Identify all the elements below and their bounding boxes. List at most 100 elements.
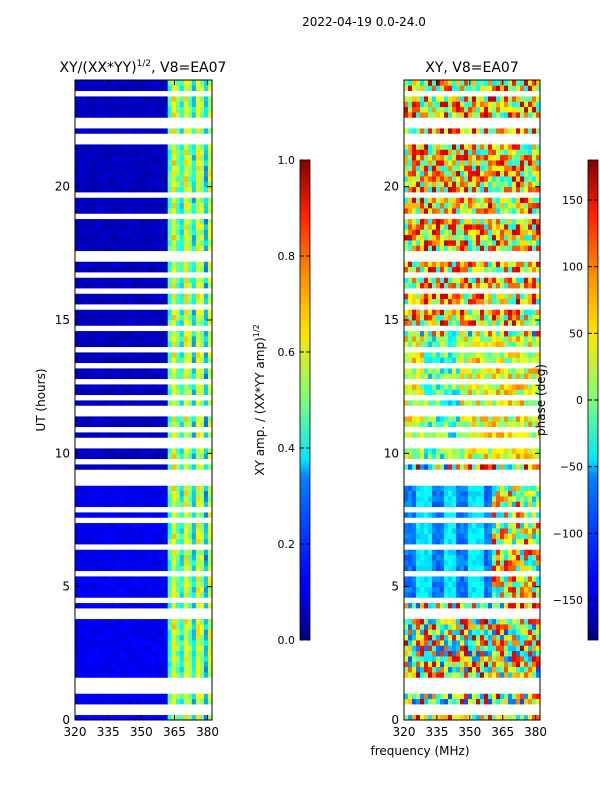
heatmap-cell [179, 442, 185, 449]
heatmap-cell [203, 693, 209, 700]
heatmap-cell [179, 496, 185, 502]
heatmap-cell [103, 330, 108, 337]
heatmap-cell [516, 624, 521, 630]
heatmap-cell [99, 485, 104, 492]
heatmap-cell [127, 560, 132, 566]
heatmap-cell [127, 506, 132, 513]
heatmap-cell [123, 645, 128, 652]
heatmap-cell [191, 240, 197, 246]
heatmap-cell [167, 442, 173, 449]
heatmap-cell [488, 682, 493, 689]
heatmap-cell [159, 704, 165, 710]
heatmap-cell [203, 688, 209, 694]
heatmap-cell [115, 149, 120, 156]
heatmap-cell [91, 266, 96, 273]
heatmap-cell [79, 394, 84, 401]
heatmap-cell [191, 218, 197, 225]
heatmap-cell [151, 314, 156, 321]
heatmap-cell [127, 528, 132, 534]
heatmap-cell [432, 629, 437, 636]
heatmap-cell [143, 154, 148, 161]
heatmap-cell [428, 677, 433, 684]
heatmap-cell [131, 314, 136, 321]
heatmap-cell [532, 602, 537, 609]
heatmap-cell [83, 394, 88, 401]
heatmap-cell [207, 400, 213, 406]
heatmap-cell [440, 592, 445, 598]
heatmap-cell [147, 549, 152, 556]
heatmap-cell [119, 565, 124, 572]
heatmap-cell [167, 448, 173, 454]
heatmap-cell [135, 378, 140, 385]
heatmap-cell [107, 469, 112, 476]
heatmap-cell [103, 181, 108, 188]
heatmap-cell [187, 357, 193, 364]
heatmap-cell [203, 512, 209, 518]
heatmap-cell [83, 122, 88, 129]
heatmap-cell [159, 293, 165, 300]
heatmap-cell [127, 181, 132, 188]
heatmap-cell [488, 602, 493, 609]
heatmap-cell [151, 352, 156, 358]
heatmap-cell [436, 693, 441, 700]
heatmap-cell [183, 629, 189, 636]
heatmap-cell [111, 544, 116, 550]
heatmap-cell [179, 362, 185, 369]
heatmap-cell [151, 304, 156, 310]
heatmap-cell [75, 704, 80, 710]
heatmap-cell [143, 362, 148, 369]
heatmap-cell [115, 117, 120, 124]
heatmap-cell [163, 197, 169, 204]
heatmap-cell [416, 688, 421, 694]
heatmap-cell [516, 597, 521, 604]
heatmap-cell [179, 384, 185, 390]
heatmap-cell [175, 272, 181, 278]
heatmap-cell [163, 320, 169, 326]
heatmap-cell [87, 501, 92, 508]
heatmap-cell [171, 160, 177, 166]
heatmap-cell [99, 368, 104, 374]
panel-amplitude: XY/(XX*YY)1/2, V8=EA07 320 335 350 365 38005… [34, 59, 226, 739]
heatmap-cell [179, 293, 185, 300]
heatmap-cell [107, 234, 112, 241]
heatmap-cell [175, 218, 181, 225]
heatmap-cell [536, 714, 541, 721]
heatmap-cell [155, 368, 161, 374]
heatmap-cell [191, 416, 197, 422]
heatmap-cell [199, 512, 205, 518]
heatmap-cell [95, 138, 100, 145]
heatmap-cell [95, 266, 100, 273]
heatmap-cell [99, 432, 104, 438]
heatmap-cell [151, 613, 156, 620]
heatmap-cell [155, 133, 161, 140]
heatmap-cell [159, 474, 165, 481]
heatmap-cell [107, 378, 112, 385]
heatmap-cell [99, 698, 104, 705]
heatmap-cell [159, 533, 165, 540]
heatmap-cell [79, 234, 84, 241]
heatmap-cell [516, 602, 521, 609]
heatmap-cell [199, 101, 205, 108]
heatmap-cell [111, 698, 116, 705]
heatmap-cell [143, 704, 148, 710]
heatmap-cell [155, 496, 161, 502]
heatmap-cell [207, 362, 213, 369]
heatmap-cell [91, 629, 96, 636]
heatmap-cell [187, 256, 193, 262]
heatmap-cell [155, 474, 161, 481]
heatmap-cell [207, 437, 213, 444]
heatmap-cell [203, 165, 209, 172]
heatmap-cell [147, 288, 152, 294]
heatmap-cell [191, 304, 197, 310]
heatmap-cell [432, 693, 437, 700]
heatmap-cell [143, 133, 148, 140]
heatmap-cell [183, 618, 189, 625]
heatmap-cell [436, 688, 441, 694]
heatmap-cell [107, 613, 112, 620]
heatmap-cell [207, 560, 213, 566]
heatmap-cell [151, 602, 156, 609]
heatmap-cell [167, 389, 173, 396]
heatmap-cell [179, 469, 185, 476]
heatmap-cell [135, 160, 140, 166]
heatmap-cell [143, 458, 148, 465]
